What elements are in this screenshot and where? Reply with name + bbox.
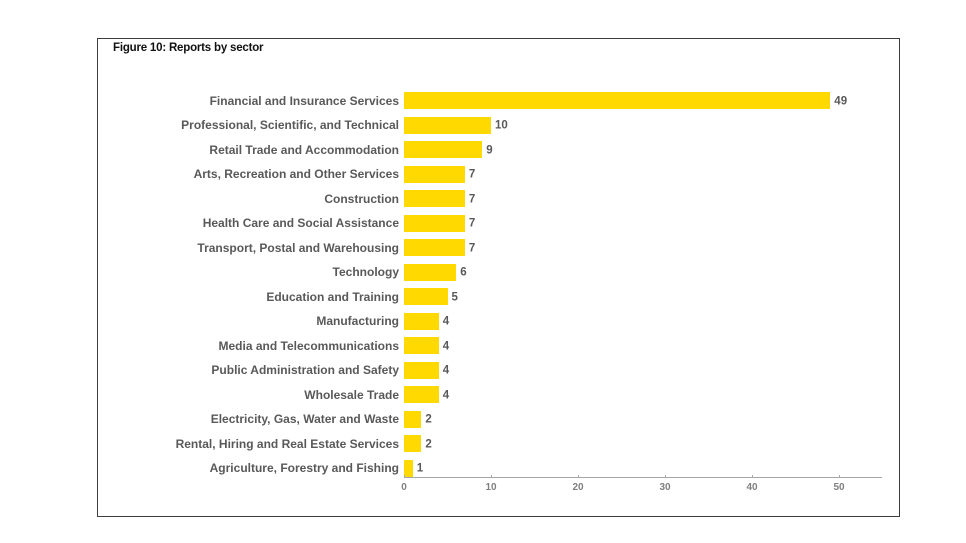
bar-area: 9 — [404, 138, 899, 163]
bar — [404, 92, 831, 110]
x-tick-label: 40 — [746, 482, 758, 493]
bar-row: Technology 6 — [98, 260, 899, 285]
bar-row: Education and Training 5 — [98, 285, 899, 310]
bar — [404, 410, 422, 428]
value-label: 7 — [468, 193, 476, 206]
x-tick-label: 0 — [401, 482, 407, 493]
category-label: Retail Trade and Accommodation — [209, 142, 399, 157]
bar — [404, 288, 448, 306]
bar-area: 1 — [404, 456, 899, 481]
bar-area: 7 — [404, 187, 899, 212]
x-tick-label: 10 — [485, 482, 497, 493]
x-tick-mark — [491, 475, 492, 478]
bar — [404, 312, 439, 330]
bar-area: 4 — [404, 358, 899, 383]
x-tick-label: 20 — [572, 482, 584, 493]
value-label: 7 — [468, 242, 476, 255]
x-tick-mark — [578, 475, 579, 478]
bar — [404, 116, 491, 134]
value-label: 10 — [495, 119, 508, 132]
bar-row: Arts, Recreation and Other Services 7 — [98, 162, 899, 187]
value-label: 4 — [442, 364, 450, 377]
bar-chart: Financial and Insurance Services 49 Profes… — [98, 89, 899, 481]
bar-area: 7 — [404, 162, 899, 187]
category-label: Media and Telecommunications — [218, 338, 399, 353]
bar-row: Health Care and Social Assistance 7 — [98, 211, 899, 236]
category-label: Technology — [332, 265, 399, 280]
bar — [404, 141, 483, 159]
category-label: Electricity, Gas, Water and Waste — [210, 412, 399, 427]
bar-row: Public Administration and Safety 4 — [98, 358, 899, 383]
bar-area: 7 — [404, 211, 899, 236]
x-axis: 0 10 20 30 40 50 — [401, 475, 882, 493]
x-tick-label: 30 — [659, 482, 671, 493]
value-label: 1 — [416, 462, 424, 475]
figure-box: Figure 10: Reports by sector Financial a… — [97, 38, 900, 517]
bar-row: Media and Telecommunications 4 — [98, 334, 899, 359]
bar — [404, 435, 422, 453]
category-label: Arts, Recreation and Other Services — [193, 167, 399, 182]
value-label: 4 — [442, 340, 450, 353]
bar — [404, 361, 439, 379]
bar — [404, 239, 465, 257]
category-label: Rental, Hiring and Real Estate Services — [175, 436, 399, 451]
bar-area: 2 — [404, 407, 899, 432]
bar-row: Wholesale Trade 4 — [98, 383, 899, 408]
category-label: Transport, Postal and Warehousing — [197, 240, 399, 255]
bar-area: 2 — [404, 432, 899, 457]
bar-row: Financial and Insurance Services 49 — [98, 89, 899, 114]
bar-area: 6 — [404, 260, 899, 285]
bar-row: Rental, Hiring and Real Estate Services 2 — [98, 432, 899, 457]
bar-area: 10 — [404, 113, 899, 138]
bar-area: 5 — [404, 285, 899, 310]
category-label: Wholesale Trade — [304, 387, 399, 402]
bar-row: Professional, Scientific, and Technical 1… — [98, 113, 899, 138]
category-label: Education and Training — [266, 289, 399, 304]
bar-row: Agriculture, Forestry and Fishing 1 — [98, 456, 899, 481]
category-label: Health Care and Social Assistance — [202, 216, 399, 231]
bar-area: 4 — [404, 334, 899, 359]
x-tick-mark — [839, 475, 840, 478]
bar-row: Electricity, Gas, Water and Waste 2 — [98, 407, 899, 432]
x-tick-mark — [752, 475, 753, 478]
value-label: 2 — [425, 438, 432, 451]
bar-row: Retail Trade and Accommodation 9 — [98, 138, 899, 163]
bar-area: 4 — [404, 383, 899, 408]
x-tick-mark — [665, 475, 666, 478]
category-label: Construction — [324, 191, 399, 206]
category-label: Manufacturing — [316, 314, 399, 329]
bar-area: 49 — [404, 89, 899, 114]
category-label: Public Administration and Safety — [211, 363, 399, 378]
category-label: Financial and Insurance Services — [209, 93, 399, 108]
value-label: 4 — [442, 315, 450, 328]
category-label: Agriculture, Forestry and Fishing — [209, 461, 399, 476]
bar — [404, 214, 465, 232]
bar — [404, 386, 439, 404]
value-label: 49 — [834, 95, 848, 108]
value-label: 2 — [425, 413, 432, 426]
value-label: 4 — [442, 389, 450, 402]
x-tick-mark — [404, 475, 405, 478]
bar — [404, 165, 465, 183]
bar — [404, 337, 439, 355]
figure-title: Figure 10: Reports by sector — [113, 42, 264, 54]
category-label: Professional, Scientific, and Technical — [181, 118, 399, 133]
bar-area: 4 — [404, 309, 899, 334]
value-label: 7 — [468, 217, 476, 230]
bar-row: Construction 7 — [98, 187, 899, 212]
value-label: 5 — [451, 291, 458, 304]
x-tick-label: 50 — [833, 482, 845, 493]
bar — [404, 459, 413, 477]
value-label: 6 — [460, 266, 467, 279]
bar-row: Manufacturing 4 — [98, 309, 899, 334]
bar-row: Transport, Postal and Warehousing 7 — [98, 236, 899, 261]
value-label: 7 — [468, 168, 476, 181]
bar-area: 7 — [404, 236, 899, 261]
bar — [404, 190, 465, 208]
bar — [404, 263, 457, 281]
value-label: 9 — [486, 144, 493, 157]
